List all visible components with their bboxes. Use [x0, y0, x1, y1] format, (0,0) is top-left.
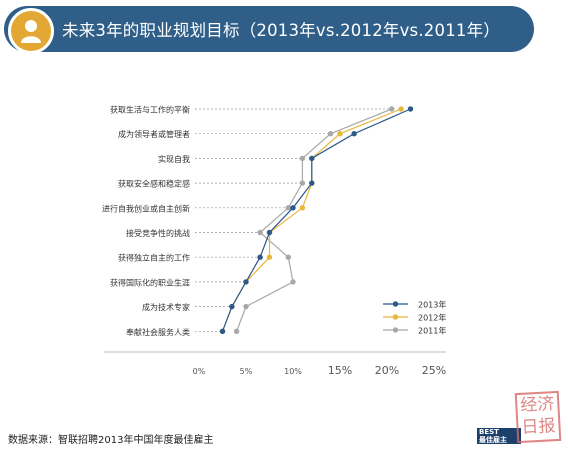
category-label: 获取生活与工作的平衡: [110, 105, 190, 115]
category-label: 成为领导者或管理者: [118, 129, 190, 139]
x-tick-label: 5%: [240, 367, 253, 376]
data-point: [257, 254, 263, 260]
legend-marker: [392, 301, 399, 307]
data-point: [243, 303, 249, 310]
data-point: [229, 303, 235, 310]
x-tick-label: 10%: [284, 367, 302, 376]
category-label: 进行自我创业或自主创新: [102, 203, 190, 213]
legend-label: 2013年: [418, 300, 446, 310]
x-tick-label: 25%: [422, 364, 446, 377]
category-label: 接受竞争性的挑战: [126, 228, 190, 238]
logo-line-2: 最佳雇主: [479, 436, 507, 444]
series-line: [236, 108, 392, 332]
logo-line-1: BEST: [479, 428, 499, 436]
data-point: [327, 131, 334, 137]
series-line: [221, 108, 411, 332]
data-point: [257, 229, 263, 236]
x-tick-label: 0%: [193, 367, 206, 376]
data-point: [299, 180, 306, 186]
data-point: [309, 155, 315, 162]
data-point: [266, 254, 273, 260]
data-point: [266, 229, 273, 236]
category-label: 获取安全感和稳定感: [118, 179, 190, 189]
data-point: [389, 106, 395, 112]
category-label: 获得独立自主的工作: [118, 253, 190, 263]
data-point: [299, 155, 306, 162]
data-point: [233, 328, 240, 334]
best-employer-logo: BEST 最佳雇主: [477, 428, 521, 444]
data-point: [407, 106, 414, 112]
data-point: [398, 106, 404, 112]
data-point: [351, 131, 357, 137]
category-label: 成为技术专家: [142, 302, 190, 312]
legend-marker: [392, 327, 399, 333]
user-icon: [21, 20, 41, 43]
data-point: [243, 279, 249, 285]
data-source-note: 数据来源：智联招聘2013年中国年度最佳雇主: [8, 435, 214, 446]
category-label: 获得国际化的职业生涯: [110, 277, 190, 287]
data-point: [299, 205, 306, 211]
x-tick-label: 20%: [375, 364, 399, 377]
page-title: 未来3年的职业规划目标（2013年vs.2012年vs.2011年）: [62, 21, 500, 40]
title-bar: [4, 6, 534, 52]
data-point: [290, 279, 296, 285]
user-badge: [8, 8, 54, 54]
data-point: [285, 254, 291, 260]
data-point: [309, 180, 315, 186]
legend-label: 2011年: [418, 326, 446, 336]
data-point: [337, 131, 343, 137]
data-point: [290, 205, 296, 211]
category-label: 实现自我: [158, 154, 190, 164]
category-label: 奉献社会服务人类: [126, 327, 190, 337]
legend-label: 2012年: [418, 313, 446, 323]
newspaper-seal: 经济 日报: [514, 390, 562, 444]
legend-marker: [392, 314, 399, 320]
data-point: [219, 328, 226, 334]
x-tick-label: 15%: [328, 364, 352, 377]
series-line: [221, 108, 402, 332]
data-point: [285, 205, 291, 211]
